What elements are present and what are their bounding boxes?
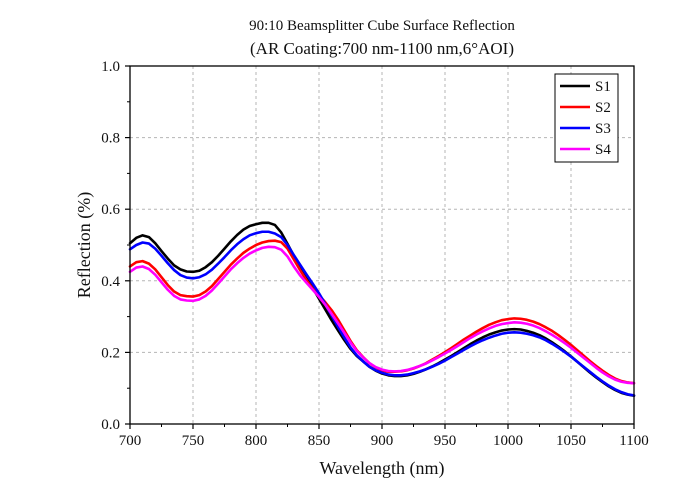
x-tick-label: 950	[434, 433, 457, 449]
y-axis-label: Reflection (%)	[74, 192, 95, 298]
x-tick-label: 900	[371, 433, 394, 449]
legend-label-s1: S1	[595, 79, 611, 95]
series-lines	[128, 221, 636, 398]
chart-title: 90:10 Beamsplitter Cube Surface Reflecti…	[249, 18, 515, 58]
chart-title-text: 90:10 Beamsplitter Cube Surface Reflecti…	[249, 18, 515, 34]
legend: S1 S2 S3 S4	[554, 73, 619, 163]
chart-subtitle-text: (AR Coating:700 nm-1100 nm,6°AOI)	[250, 39, 514, 58]
x-tick-label: 750	[182, 433, 205, 449]
y-tick-label: 0.0	[101, 417, 120, 433]
x-tick-label: 1050	[556, 433, 586, 449]
y-tick-label: 0.4	[101, 274, 120, 290]
legend-box	[554, 73, 619, 163]
x-tick-label: 1100	[619, 433, 648, 449]
x-tick-label: 700	[119, 433, 142, 449]
grid-lines	[130, 66, 634, 424]
y-tick-label: 0.2	[101, 345, 120, 361]
x-tick-label: 800	[245, 433, 268, 449]
x-tick-label: 850	[308, 433, 331, 449]
series-line-s4	[128, 245, 636, 385]
x-tick-label: 1000	[493, 433, 523, 449]
axis-ticks: 700 750 800 850 900 950 1000 1050 1100 0.0 0.2 0.4 0…	[101, 59, 648, 449]
y-tick-label: 0.6	[101, 202, 120, 218]
legend-label-s2: S2	[595, 100, 611, 116]
x-axis-label: Wavelength (nm)	[319, 458, 444, 479]
legend-label-s3: S3	[595, 121, 611, 137]
legend-label-s4: S4	[595, 142, 611, 158]
series-line-s3	[128, 230, 636, 397]
y-tick-label: 0.8	[101, 131, 120, 147]
y-tick-label: 1.0	[101, 59, 120, 75]
